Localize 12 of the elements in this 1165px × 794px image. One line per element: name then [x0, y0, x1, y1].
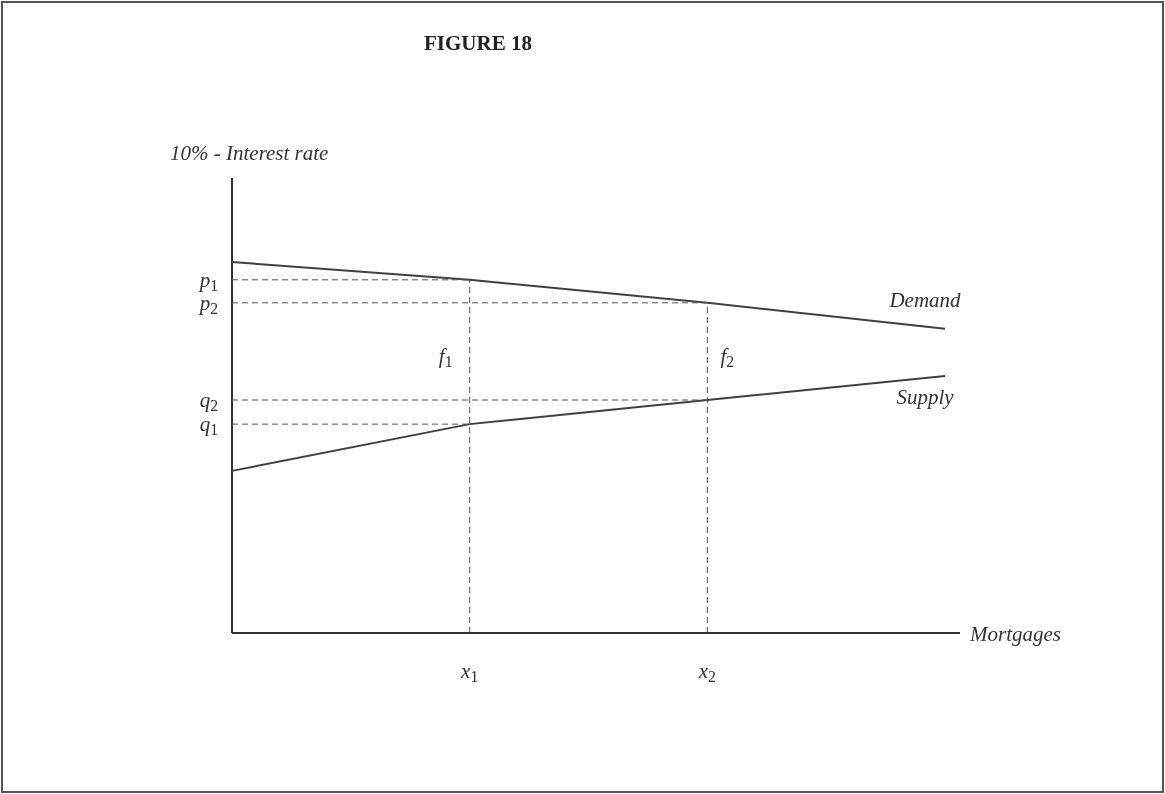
y-axis-title: 10% - Interest rate — [170, 141, 329, 165]
x-tick-label: x$_{2}$ — [697, 659, 716, 685]
annotation: q$_{1}$ — [199, 412, 218, 439]
annotation: p$_{1}$ — [197, 267, 218, 294]
series-label: Demand — [888, 287, 962, 312]
annotation: q$_{2}$ — [199, 388, 218, 415]
series-label: Supply — [896, 384, 955, 409]
annotation: f$_{2}$ — [720, 344, 735, 370]
x-axis-title: Mortgages — [969, 622, 1061, 646]
annotation: f$_{1}$ — [438, 344, 453, 370]
chart-title: FIGURE 18 — [424, 31, 532, 55]
x-tick-label: x$_{1}$ — [460, 659, 479, 685]
